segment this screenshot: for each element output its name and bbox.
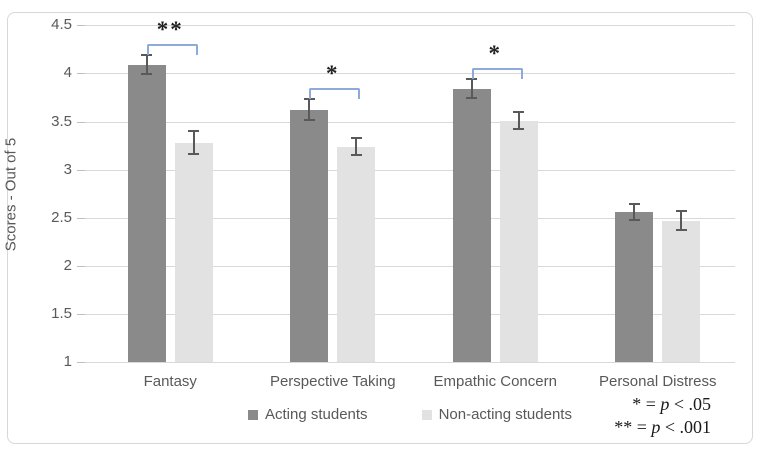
error-bar-cap-top bbox=[675, 210, 687, 212]
legend-swatch-icon bbox=[421, 409, 432, 420]
error-bar-cap-top bbox=[141, 54, 153, 57]
error-bar-cap-bottom bbox=[675, 229, 687, 232]
error-bar-cap-top bbox=[303, 98, 315, 101]
significance-note: * = p < .05 ** = p < .001 bbox=[614, 393, 711, 439]
gridline bbox=[85, 313, 735, 315]
error-bar-line bbox=[680, 210, 683, 232]
legend-item: Non-acting students bbox=[421, 406, 572, 423]
significance-note-line: * = p < .05 bbox=[632, 394, 711, 414]
x-category-label: Perspective Taking bbox=[269, 373, 396, 390]
error-bar-cap-top bbox=[466, 78, 478, 81]
gridline bbox=[85, 265, 735, 267]
y-tick-label: 1 bbox=[63, 353, 72, 370]
x-category-label: Empathic Concern bbox=[433, 373, 557, 390]
significance-stars: * bbox=[326, 61, 340, 87]
significance-stars: * bbox=[488, 41, 502, 67]
bar-acting-students bbox=[290, 109, 329, 362]
y-axis-tick bbox=[77, 265, 85, 267]
y-tick-label: 3 bbox=[63, 160, 72, 178]
error-bar-cap-top bbox=[188, 130, 200, 133]
y-axis-tick bbox=[77, 169, 85, 171]
error-bar bbox=[628, 203, 640, 221]
error-bar-cap-top bbox=[628, 203, 640, 206]
error-bar bbox=[303, 98, 315, 122]
y-axis-tick bbox=[77, 313, 85, 315]
y-axis-title: Scores - Out of 5 bbox=[2, 137, 20, 252]
significance-bracket bbox=[471, 68, 523, 80]
gridline bbox=[85, 25, 735, 27]
bar-non-acting-students bbox=[337, 146, 376, 362]
gridline bbox=[85, 169, 735, 171]
significance-bracket bbox=[146, 44, 198, 56]
y-tick-label: 2.5 bbox=[51, 208, 72, 226]
gridline bbox=[85, 121, 735, 123]
bar-acting-students bbox=[615, 211, 654, 362]
significance-note-line: ** = p < .001 bbox=[614, 417, 711, 437]
y-tick-label: 2 bbox=[63, 256, 72, 274]
error-bar bbox=[675, 210, 687, 232]
error-bar bbox=[141, 54, 153, 76]
error-bar-line bbox=[355, 136, 358, 157]
significance-bracket bbox=[309, 88, 361, 100]
y-tick-label: 1.5 bbox=[51, 304, 72, 322]
error-bar-cap-bottom bbox=[188, 153, 200, 156]
y-axis-tick bbox=[77, 217, 85, 219]
y-tick-label: 3.5 bbox=[51, 112, 72, 130]
error-bar bbox=[188, 130, 200, 156]
x-category-label: Personal Distress bbox=[598, 373, 717, 390]
error-bar-cap-bottom bbox=[141, 73, 153, 76]
error-bar-cap-bottom bbox=[513, 128, 525, 131]
y-axis-tick bbox=[77, 121, 85, 123]
error-bar-line bbox=[308, 98, 311, 122]
y-axis-tick bbox=[77, 362, 85, 363]
bar-non-acting-students bbox=[662, 220, 701, 362]
gridline bbox=[85, 362, 735, 363]
bar-acting-students bbox=[127, 64, 166, 362]
gridline bbox=[85, 73, 735, 75]
y-tick-label: 4.5 bbox=[51, 16, 72, 34]
significance-stars: ** bbox=[156, 17, 184, 43]
legend-label: Non-acting students bbox=[438, 406, 572, 423]
gridline bbox=[85, 217, 735, 219]
bar-non-acting-students bbox=[174, 142, 213, 362]
error-bar bbox=[513, 110, 525, 131]
error-bar-cap-bottom bbox=[350, 154, 362, 157]
error-bar-line bbox=[517, 110, 520, 131]
legend-item: Acting students bbox=[248, 406, 368, 423]
error-bar-cap-top bbox=[350, 136, 362, 139]
error-bar-cap-bottom bbox=[466, 97, 478, 100]
error-bar-line bbox=[192, 130, 195, 156]
y-axis-tick bbox=[77, 73, 85, 75]
x-category-label: Fantasy bbox=[143, 373, 197, 390]
error-bar-cap-top bbox=[513, 110, 525, 113]
y-axis-tick bbox=[77, 25, 85, 27]
error-bar bbox=[350, 136, 362, 157]
bar-non-acting-students bbox=[499, 120, 538, 362]
legend-label: Acting students bbox=[265, 406, 368, 423]
y-tick-label: 4 bbox=[63, 64, 72, 82]
error-bar-line bbox=[145, 54, 148, 76]
error-bar-cap-bottom bbox=[628, 218, 640, 221]
error-bar bbox=[466, 78, 478, 100]
bar-acting-students bbox=[452, 88, 491, 362]
error-bar-line bbox=[633, 203, 636, 221]
legend-swatch-icon bbox=[248, 409, 258, 420]
error-bar-cap-bottom bbox=[303, 119, 315, 122]
error-bar-line bbox=[470, 78, 473, 100]
legend: Acting students Non-acting students bbox=[85, 406, 735, 423]
